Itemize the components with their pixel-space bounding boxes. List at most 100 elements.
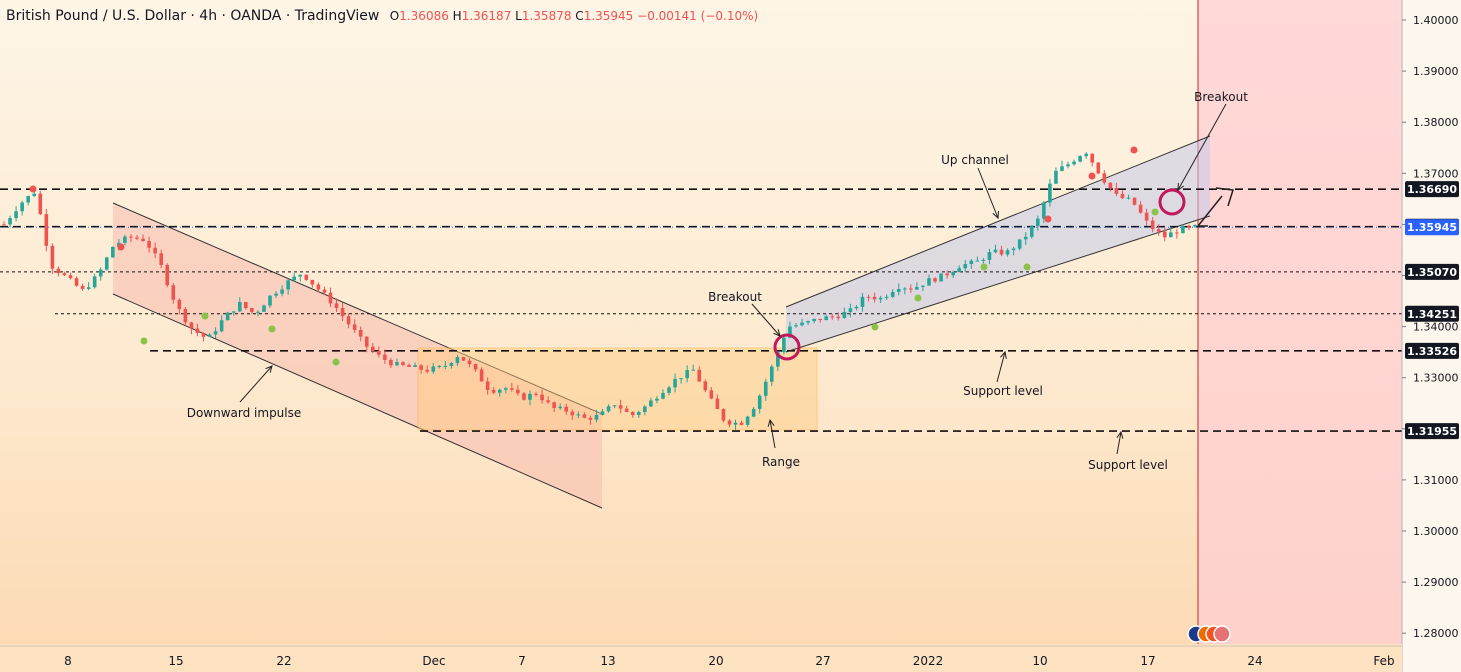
candle-body bbox=[467, 360, 472, 365]
candle-body bbox=[219, 320, 224, 332]
candle-body bbox=[510, 388, 514, 390]
candle-body bbox=[594, 414, 599, 420]
candles-group bbox=[2, 152, 1197, 430]
time-tick-label: 13 bbox=[600, 654, 615, 668]
price-level-badge-text: 1.34251 bbox=[1407, 308, 1457, 321]
candle-body bbox=[497, 389, 502, 393]
candle-body bbox=[661, 392, 665, 399]
candle-body bbox=[111, 246, 115, 258]
chart-header: British Pound / U.S. Dollar · 4h · OANDA… bbox=[6, 8, 758, 24]
candle-body bbox=[1048, 183, 1052, 203]
candle-body bbox=[854, 306, 859, 309]
candle-body bbox=[1181, 226, 1185, 234]
swing-point-dot bbox=[29, 185, 37, 193]
candle-body bbox=[1132, 197, 1137, 205]
candle-body bbox=[582, 414, 587, 418]
price-tick-label: 1.30000 bbox=[1413, 525, 1459, 538]
candle-body bbox=[763, 381, 768, 396]
candle-body bbox=[225, 312, 230, 321]
candle-body bbox=[26, 196, 30, 203]
candle-body bbox=[1084, 153, 1088, 157]
candle-body bbox=[636, 412, 641, 416]
candle-body bbox=[171, 285, 176, 300]
candle-body bbox=[800, 322, 804, 326]
candle-body bbox=[364, 336, 369, 347]
candle-body bbox=[745, 416, 750, 425]
time-tick-label: 15 bbox=[168, 654, 183, 668]
swing-point-dot bbox=[871, 323, 879, 331]
candle-body bbox=[20, 202, 24, 212]
candle-body bbox=[818, 318, 822, 321]
candle-body bbox=[679, 378, 683, 380]
candle-body bbox=[237, 302, 242, 312]
candle-body bbox=[455, 357, 460, 364]
low-value: 1.35878 bbox=[521, 9, 572, 23]
price-level-badge-text: 1.33526 bbox=[1407, 345, 1457, 358]
candle-body bbox=[123, 236, 127, 243]
candle-body bbox=[503, 388, 508, 390]
candle-body bbox=[1042, 202, 1046, 219]
candle-body bbox=[624, 408, 629, 412]
candle-body bbox=[68, 275, 73, 279]
candle-body bbox=[14, 211, 18, 219]
candle-body bbox=[921, 285, 925, 287]
annotation-arrowhead bbox=[265, 365, 273, 373]
candle-body bbox=[534, 393, 538, 395]
candle-body bbox=[370, 346, 375, 351]
candle-body bbox=[1144, 212, 1149, 221]
ohlc-readout: O1.36086 H1.36187 L1.35878 C1.35945 −0.0… bbox=[389, 9, 759, 23]
swing-point-dot bbox=[201, 312, 209, 320]
candle-body bbox=[788, 326, 792, 338]
candle-body bbox=[878, 297, 883, 300]
candle-body bbox=[479, 369, 484, 382]
candle-body bbox=[890, 291, 895, 297]
candle-body bbox=[1108, 182, 1113, 189]
candle-body bbox=[1126, 197, 1131, 199]
time-tick-label: 7 bbox=[518, 654, 526, 668]
candle-body bbox=[1072, 161, 1076, 165]
candle-body bbox=[207, 334, 212, 337]
candle-body bbox=[1023, 236, 1028, 240]
candle-body bbox=[697, 369, 702, 382]
candle-body bbox=[56, 268, 61, 274]
breakout-circle bbox=[773, 333, 801, 361]
candle-body bbox=[836, 316, 841, 319]
candle-body bbox=[1156, 229, 1161, 232]
candle-body bbox=[570, 411, 575, 416]
candle-body bbox=[286, 280, 290, 290]
swing-point-dot bbox=[140, 337, 148, 345]
candle-body bbox=[38, 193, 43, 215]
candle-body bbox=[437, 366, 442, 368]
price-tick-label: 1.29000 bbox=[1413, 576, 1459, 589]
swing-point-dot bbox=[1151, 208, 1159, 216]
candle-body bbox=[618, 405, 623, 409]
candle-body bbox=[776, 352, 780, 367]
candle-body bbox=[250, 308, 254, 313]
candle-body bbox=[340, 308, 345, 317]
candle-body bbox=[866, 296, 871, 298]
candle-body bbox=[558, 406, 563, 409]
candle-body bbox=[98, 269, 103, 277]
range-box bbox=[417, 347, 818, 431]
candle-body bbox=[794, 325, 798, 327]
candle-body bbox=[147, 241, 151, 248]
time-tick-label: 22 bbox=[276, 654, 291, 668]
candle-body bbox=[963, 264, 968, 269]
up-channel-fill bbox=[786, 136, 1210, 352]
candle-body bbox=[413, 365, 417, 367]
candle-body bbox=[1162, 231, 1167, 238]
candle-body bbox=[606, 406, 611, 412]
candle-body bbox=[334, 303, 339, 309]
candle-body bbox=[1054, 170, 1058, 184]
candle-body bbox=[201, 332, 206, 337]
candle-body bbox=[612, 405, 617, 407]
future-zone bbox=[1198, 0, 1402, 644]
candle-body bbox=[600, 411, 605, 415]
candle-body bbox=[92, 276, 97, 288]
candle-body bbox=[352, 324, 357, 330]
last-price-badge-text: 1.35945 bbox=[1407, 221, 1457, 234]
price-level-badge-text: 1.36690 bbox=[1407, 183, 1457, 196]
candle-body bbox=[1138, 204, 1143, 213]
